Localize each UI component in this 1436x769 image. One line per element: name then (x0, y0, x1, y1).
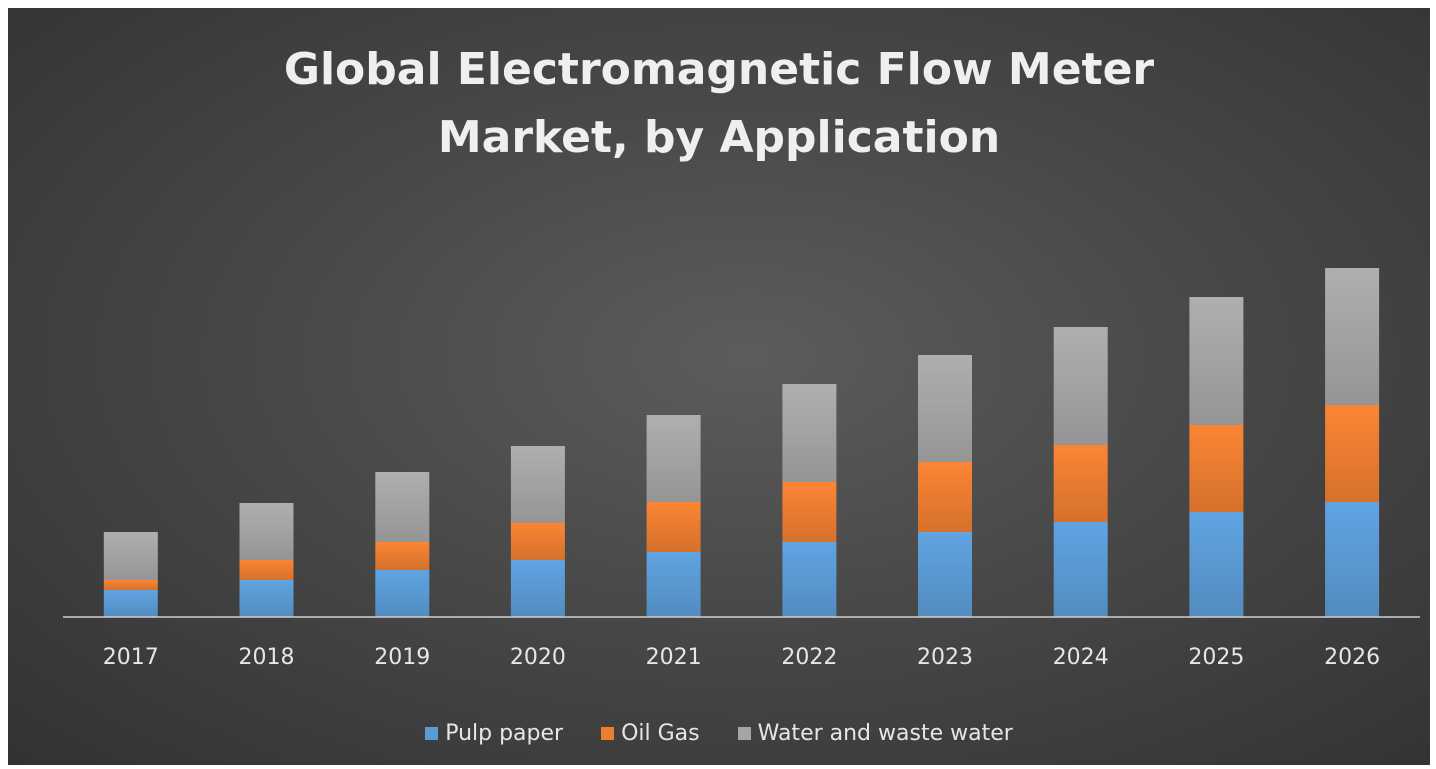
bar-water-and-waste-water-2022 (782, 384, 837, 482)
bar-oil-gas-2020 (510, 523, 565, 560)
bar-water-and-waste-water-2017 (103, 532, 158, 580)
x-tick-label: 2023 (917, 645, 973, 670)
legend-label: Oil Gas (621, 721, 700, 746)
x-tick-label: 2020 (510, 645, 566, 670)
bar-oil-gas-2024 (1053, 445, 1108, 522)
x-tick-label: 2022 (781, 645, 837, 670)
bar-water-and-waste-water-2019 (375, 472, 430, 542)
bar-pulp-paper-2026 (1325, 502, 1380, 617)
bar-water-and-waste-water-2021 (646, 415, 701, 502)
legend: Pulp paper Oil Gas Water and waste water (8, 721, 1430, 746)
bar-water-and-waste-water-2026 (1325, 268, 1380, 405)
x-tick-label: 2019 (374, 645, 430, 670)
bar-oil-gas-2017 (103, 580, 158, 590)
legend-item: Water and waste water (737, 721, 1013, 746)
bar-oil-gas-2026 (1325, 405, 1380, 502)
bar-pulp-paper-2025 (1189, 512, 1244, 617)
bar-oil-gas-2021 (646, 502, 701, 552)
bar-water-and-waste-water-2020 (510, 446, 565, 523)
legend-swatch (737, 727, 751, 740)
legend-label: Pulp paper (445, 721, 564, 746)
x-tick-label: 2025 (1188, 645, 1244, 670)
bar-oil-gas-2019 (375, 542, 430, 570)
bar-oil-gas-2018 (239, 560, 294, 580)
x-tick-label: 2024 (1053, 645, 1109, 670)
plot-area: 2017 2018 2019 2020 2021 2022 2023 2024 2025 2026 (63, 268, 1420, 670)
bar-pulp-paper-2018 (239, 580, 294, 617)
bar-water-and-waste-water-2025 (1189, 297, 1244, 425)
legend-swatch (601, 727, 615, 740)
bar-pulp-paper-2022 (782, 542, 837, 617)
bar-pulp-paper-2021 (646, 552, 701, 617)
bar-oil-gas-2025 (1189, 425, 1244, 512)
bar-pulp-paper-2020 (510, 560, 565, 617)
legend-item: Oil Gas (601, 721, 700, 746)
bar-water-and-waste-water-2024 (1053, 327, 1108, 445)
x-tick-label: 2021 (646, 645, 702, 670)
x-tick-label: 2018 (239, 645, 295, 670)
bar-oil-gas-2023 (918, 462, 972, 532)
chart-title: Global Electromagnetic Flow Meter Market… (283, 44, 1155, 163)
bar-pulp-paper-2017 (103, 590, 158, 617)
bar-pulp-paper-2019 (375, 570, 430, 617)
x-tick-label: 2026 (1324, 645, 1380, 670)
legend-swatch (425, 727, 439, 740)
bar-pulp-paper-2024 (1053, 522, 1108, 617)
chart-frame: Global Electromagnetic Flow Meter Market… (8, 8, 1430, 765)
bar-pulp-paper-2023 (918, 532, 972, 617)
x-tick-label: 2017 (103, 645, 159, 670)
bar-water-and-waste-water-2018 (239, 503, 294, 560)
bar-water-and-waste-water-2023 (918, 355, 972, 462)
legend-item: Pulp paper (425, 721, 563, 746)
legend-label: Water and waste water (757, 721, 1013, 746)
bar-oil-gas-2022 (782, 482, 837, 542)
